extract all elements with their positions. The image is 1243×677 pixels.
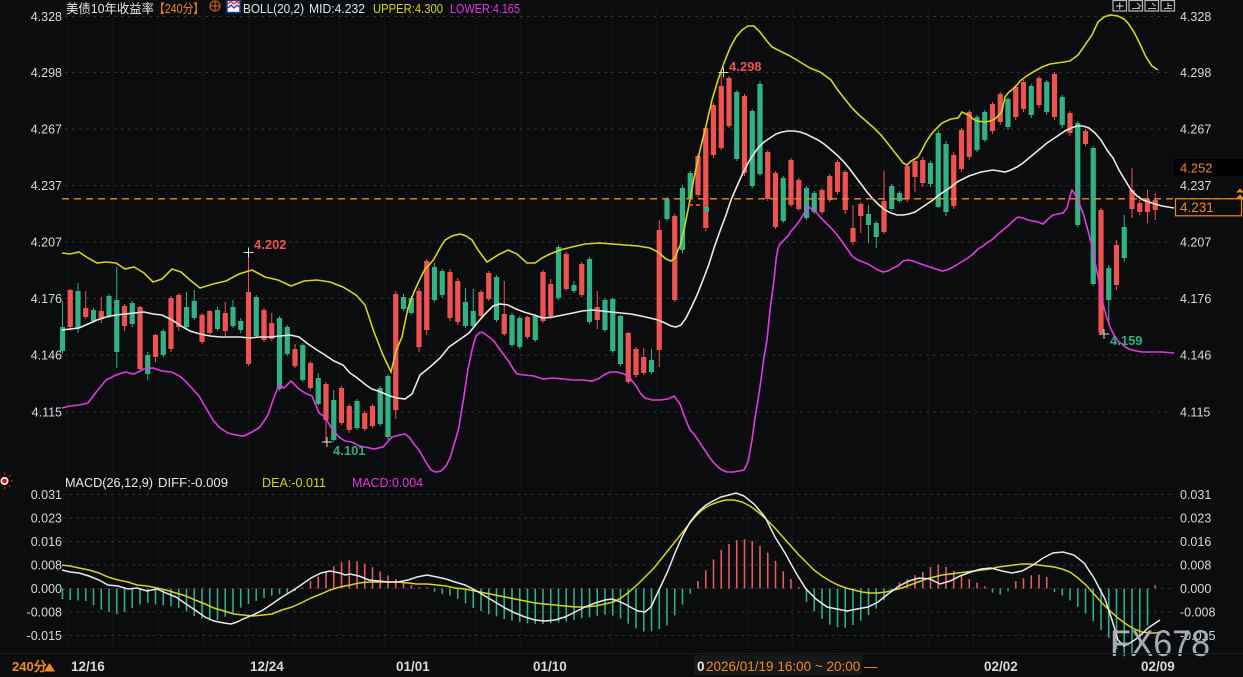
svg-text:4.146: 4.146	[31, 349, 62, 363]
svg-text:4.237: 4.237	[31, 179, 62, 193]
svg-text:4.231: 4.231	[1180, 200, 1214, 215]
svg-text:0.031: 0.031	[31, 488, 62, 502]
svg-text:12/16: 12/16	[71, 659, 105, 674]
svg-text:4.252: 4.252	[1180, 161, 1213, 176]
svg-text:DEA:-0.011: DEA:-0.011	[262, 476, 326, 490]
svg-text:4.298: 4.298	[31, 66, 62, 80]
svg-text:4.176: 4.176	[1180, 292, 1211, 306]
svg-text:DIFF:-0.009: DIFF:-0.009	[158, 476, 228, 490]
svg-text:4.159: 4.159	[1110, 333, 1143, 348]
svg-text:BOLL(20,2): BOLL(20,2)	[243, 2, 304, 16]
svg-text:0.008: 0.008	[31, 559, 62, 573]
svg-text:FX678: FX678	[1110, 623, 1210, 664]
svg-text:01/01: 01/01	[396, 659, 430, 674]
svg-text:4.101: 4.101	[333, 443, 366, 458]
svg-text:0.016: 0.016	[31, 535, 62, 549]
svg-text:0.008: 0.008	[1180, 559, 1211, 573]
svg-text:【240分】: 【240分】	[154, 2, 204, 16]
svg-text:4.298: 4.298	[1180, 66, 1211, 80]
svg-text:0.023: 0.023	[1180, 512, 1211, 526]
svg-text:4.202: 4.202	[254, 237, 287, 252]
svg-text:4.207: 4.207	[31, 236, 62, 250]
svg-text:0.000: 0.000	[31, 582, 62, 596]
svg-text:12/24: 12/24	[250, 659, 284, 674]
svg-text:4.115: 4.115	[1180, 406, 1210, 420]
svg-text:02/09: 02/09	[1141, 659, 1175, 674]
svg-text:4.267: 4.267	[1180, 123, 1211, 137]
svg-text:4.207: 4.207	[1180, 236, 1211, 250]
svg-text:LOWER:4.165: LOWER:4.165	[450, 2, 520, 16]
svg-text:2026/01/19 16:00 ~ 20:00 —: 2026/01/19 16:00 ~ 20:00 —	[706, 659, 878, 674]
svg-text:4.146: 4.146	[1180, 349, 1211, 363]
svg-text:02/02: 02/02	[984, 659, 1018, 674]
svg-text:4.298: 4.298	[729, 59, 762, 74]
svg-text:MID:4.232: MID:4.232	[309, 2, 365, 16]
svg-text:0: 0	[697, 659, 705, 674]
svg-text:4.115: 4.115	[32, 406, 62, 420]
svg-text:0.016: 0.016	[1180, 535, 1211, 549]
svg-text:-0.015: -0.015	[27, 629, 62, 643]
svg-text:MACD:0.004: MACD:0.004	[352, 476, 423, 490]
svg-text:4.328: 4.328	[1180, 10, 1211, 24]
svg-text:-0.015: -0.015	[1180, 629, 1215, 643]
svg-text:4.237: 4.237	[1180, 179, 1211, 193]
svg-text:240分: 240分	[12, 659, 47, 674]
svg-text:UPPER:4.300: UPPER:4.300	[373, 2, 443, 16]
svg-text:-0.008: -0.008	[1180, 606, 1215, 620]
svg-text:0.000: 0.000	[1180, 582, 1211, 596]
svg-text:美债10年收益率: 美债10年收益率	[66, 1, 154, 16]
svg-text:MACD(26,12,9): MACD(26,12,9)	[65, 476, 153, 490]
svg-text:0.023: 0.023	[31, 512, 62, 526]
svg-text:0.031: 0.031	[1180, 488, 1211, 502]
svg-text:4.176: 4.176	[31, 292, 62, 306]
svg-text:01/10: 01/10	[533, 659, 567, 674]
svg-text:4.267: 4.267	[31, 123, 62, 137]
svg-text:4.328: 4.328	[31, 10, 62, 24]
svg-text:-0.008: -0.008	[27, 606, 62, 620]
